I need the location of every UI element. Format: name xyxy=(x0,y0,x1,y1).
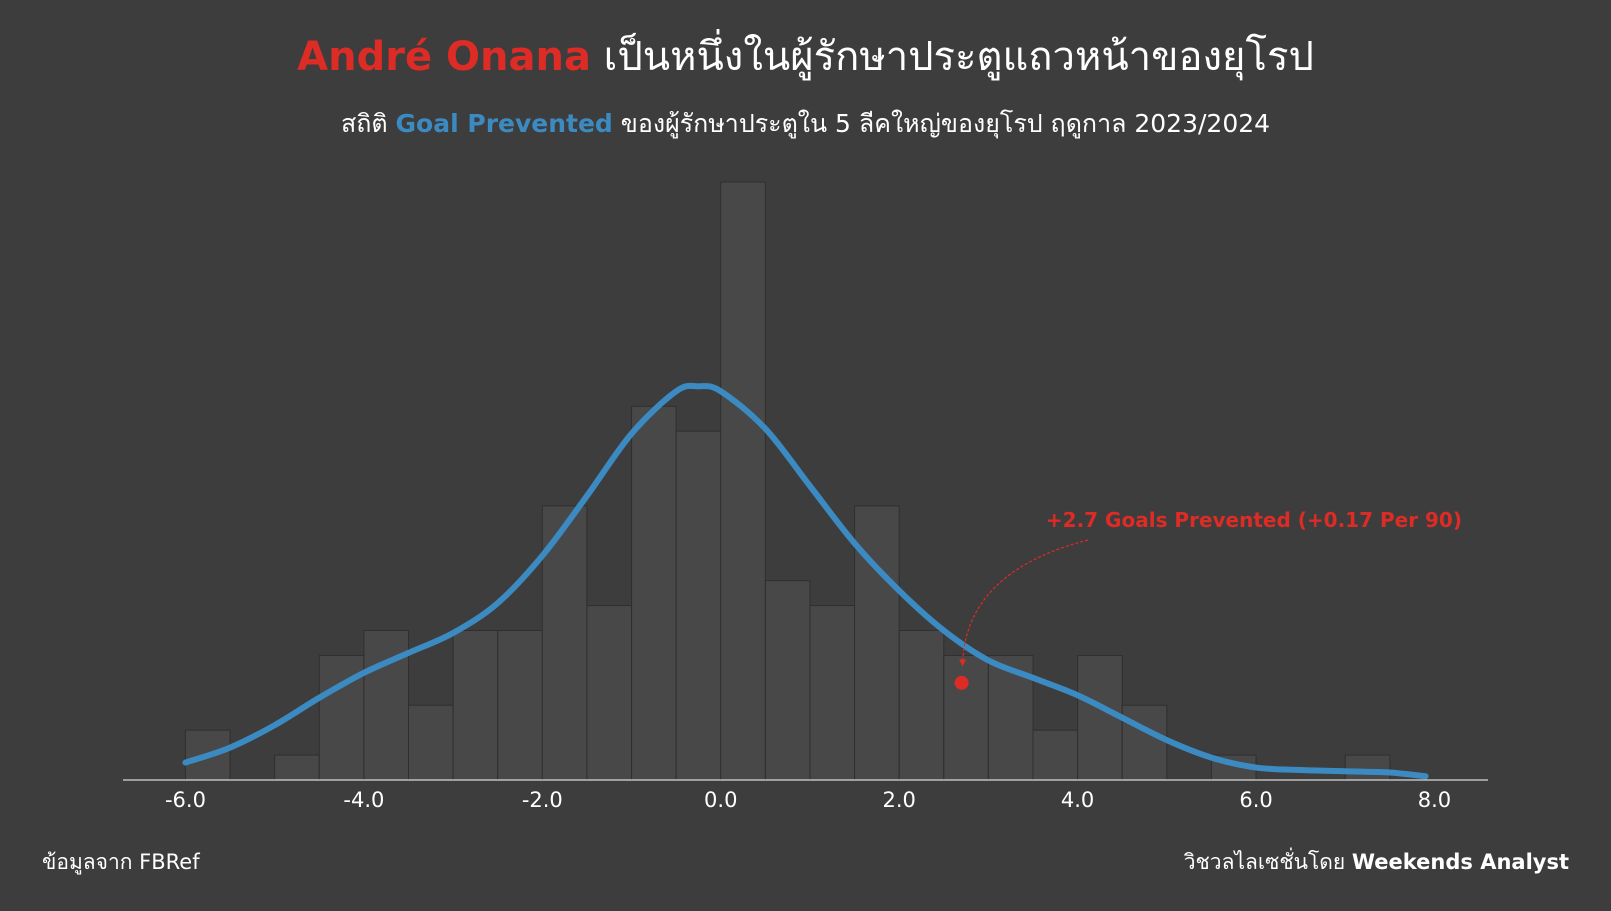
chart-title: André Onana เป็นหนึ่งในผู้รักษาประตูแถวห… xyxy=(0,24,1611,88)
histogram-bar xyxy=(407,704,454,781)
histogram-bar xyxy=(497,630,543,781)
histogram-bar xyxy=(631,405,677,781)
credit-note: วิชวลไลเซชั่นโดย Weekends Analyst xyxy=(1184,846,1569,879)
x-tick-label: 8.0 xyxy=(1418,788,1451,812)
subtitle-suffix: ของผู้รักษาประตูใน 5 ลีคใหญ่ของยุโรป ฤดู… xyxy=(620,109,1271,138)
subtitle-prefix: สถิติ xyxy=(340,109,388,138)
histogram-bar xyxy=(675,430,722,781)
histogram-bar xyxy=(720,181,766,781)
histogram-bar xyxy=(1077,654,1123,781)
histogram-bar xyxy=(809,605,856,781)
credit-prefix: วิชวลไลเซชั่นโดย xyxy=(1183,850,1346,874)
x-tick-label: 0.0 xyxy=(704,788,737,812)
histogram-bar xyxy=(1032,729,1079,781)
x-axis-ticks: -6.0 -4.0 -2.0 0.0 2.0 4.0 6.0 8.0 xyxy=(165,788,1451,812)
x-tick-label: -2.0 xyxy=(522,788,563,812)
title-player-name: André Onana xyxy=(297,34,591,80)
source-note: ข้อมูลจาก FBRef xyxy=(42,850,200,874)
x-tick-label: 4.0 xyxy=(1061,788,1094,812)
credit-name: Weekends Analyst xyxy=(1351,850,1569,874)
chart-subtitle: สถิติ Goal Prevented ของผู้รักษาประตูใน … xyxy=(0,104,1611,144)
density-curve xyxy=(182,382,1429,780)
histogram-bar xyxy=(764,580,811,781)
title-text: เป็นหนึ่งในผู้รักษาประตูแถวหน้าของยุโรป xyxy=(603,34,1314,80)
histogram-bar xyxy=(943,654,989,781)
histogram-bar xyxy=(541,505,588,781)
highlight-point xyxy=(954,675,969,690)
x-tick-label: 2.0 xyxy=(882,788,915,812)
annotation-label: +2.7 Goals Prevented (+0.17 Per 90) xyxy=(1046,508,1462,532)
x-tick-label: -4.0 xyxy=(343,788,384,812)
x-tick-label: 6.0 xyxy=(1239,788,1272,812)
annotation-arrow xyxy=(959,539,1089,667)
histogram-bar xyxy=(1121,704,1168,781)
histogram-bar xyxy=(274,754,320,781)
subtitle-highlight: Goal Prevented xyxy=(395,109,613,138)
histogram-bar xyxy=(1344,754,1391,781)
histogram-bars xyxy=(184,181,1391,781)
histogram-bar xyxy=(452,630,499,781)
x-tick-label: -6.0 xyxy=(165,788,206,812)
histogram-bar xyxy=(586,605,633,781)
histogram-bar xyxy=(898,630,945,781)
